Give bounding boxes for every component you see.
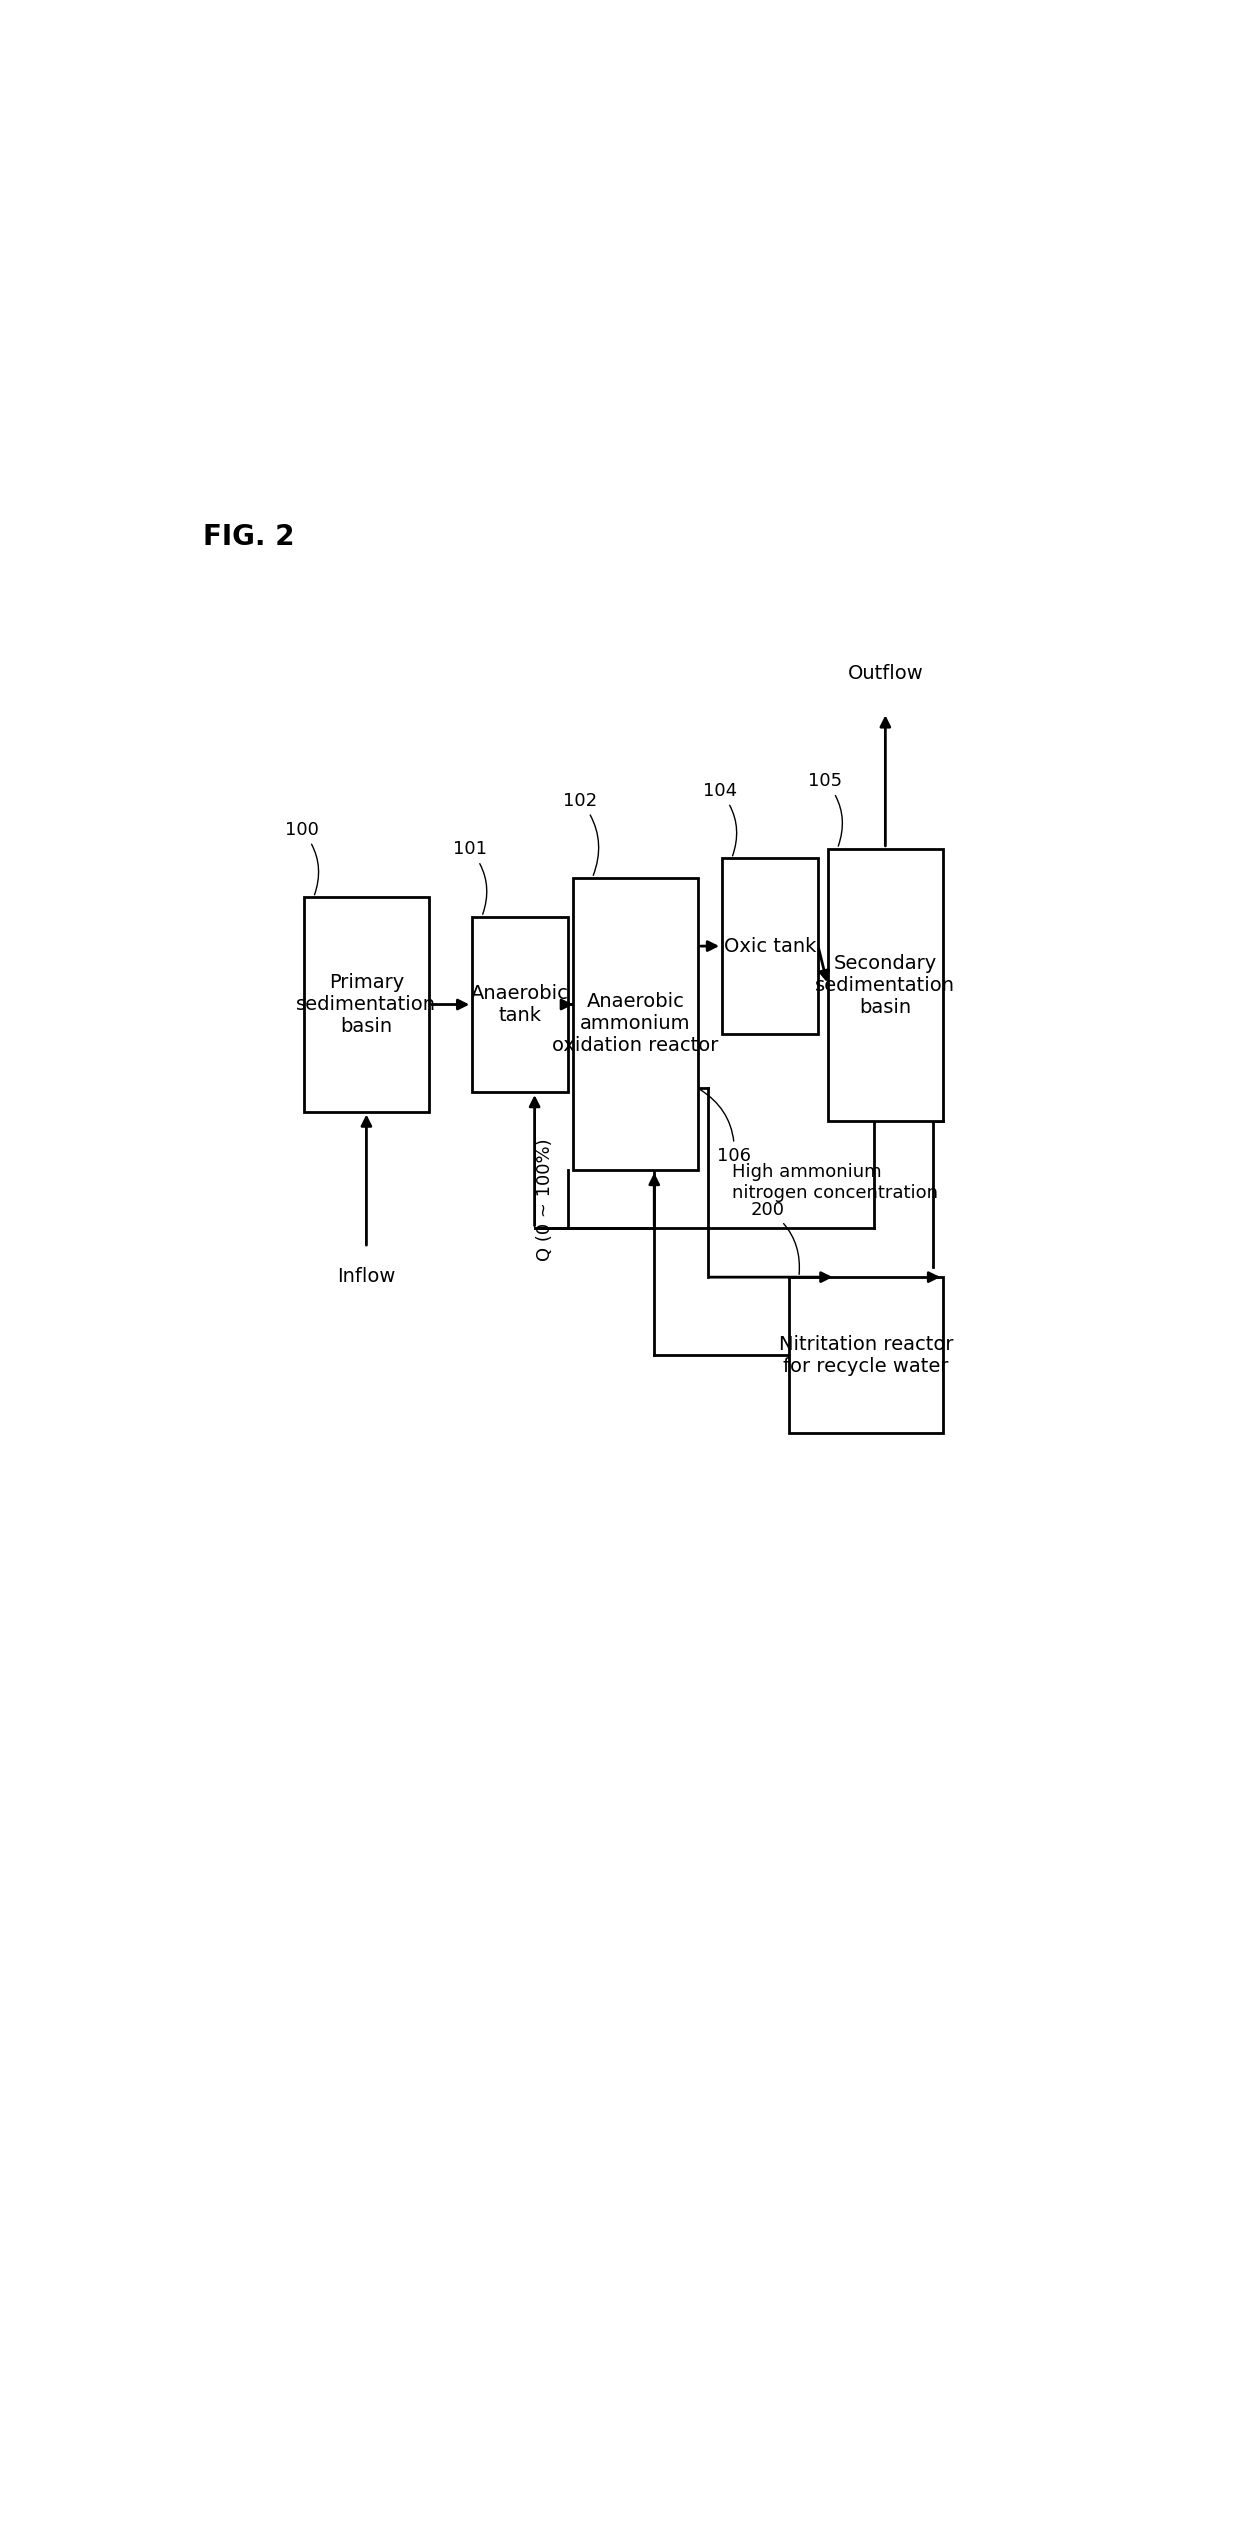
Text: 102: 102 [563,792,599,875]
Text: 104: 104 [703,781,737,855]
Bar [789,1277,942,1434]
Text: 100: 100 [285,822,319,895]
Text: 106: 106 [701,1090,751,1166]
Text: FIG. 2: FIG. 2 [203,524,295,551]
Text: 101: 101 [453,840,487,915]
Bar [472,918,568,1093]
Text: Anaerobic
ammonium
oxidation reactor: Anaerobic ammonium oxidation reactor [552,991,719,1055]
Text: Inflow: Inflow [337,1267,396,1287]
Text: Anaerobic
tank: Anaerobic tank [471,984,569,1024]
Text: 105: 105 [808,771,843,847]
Bar [304,898,429,1113]
Bar [722,857,818,1034]
Bar [573,878,698,1171]
Text: High ammonium
nitrogen concentration: High ammonium nitrogen concentration [732,1163,937,1201]
Text: 200: 200 [751,1201,800,1275]
Text: Q (0 ~ 100%): Q (0 ~ 100%) [536,1138,554,1259]
Text: Oxic tank: Oxic tank [724,936,816,956]
Text: Outflow: Outflow [847,665,924,683]
Text: Nitritation reactor
for recycle water: Nitritation reactor for recycle water [779,1335,954,1376]
Text: Primary
sedimentation
basin: Primary sedimentation basin [296,974,436,1037]
Bar [828,850,942,1120]
Text: Secondary
sedimentation
basin: Secondary sedimentation basin [816,953,955,1017]
